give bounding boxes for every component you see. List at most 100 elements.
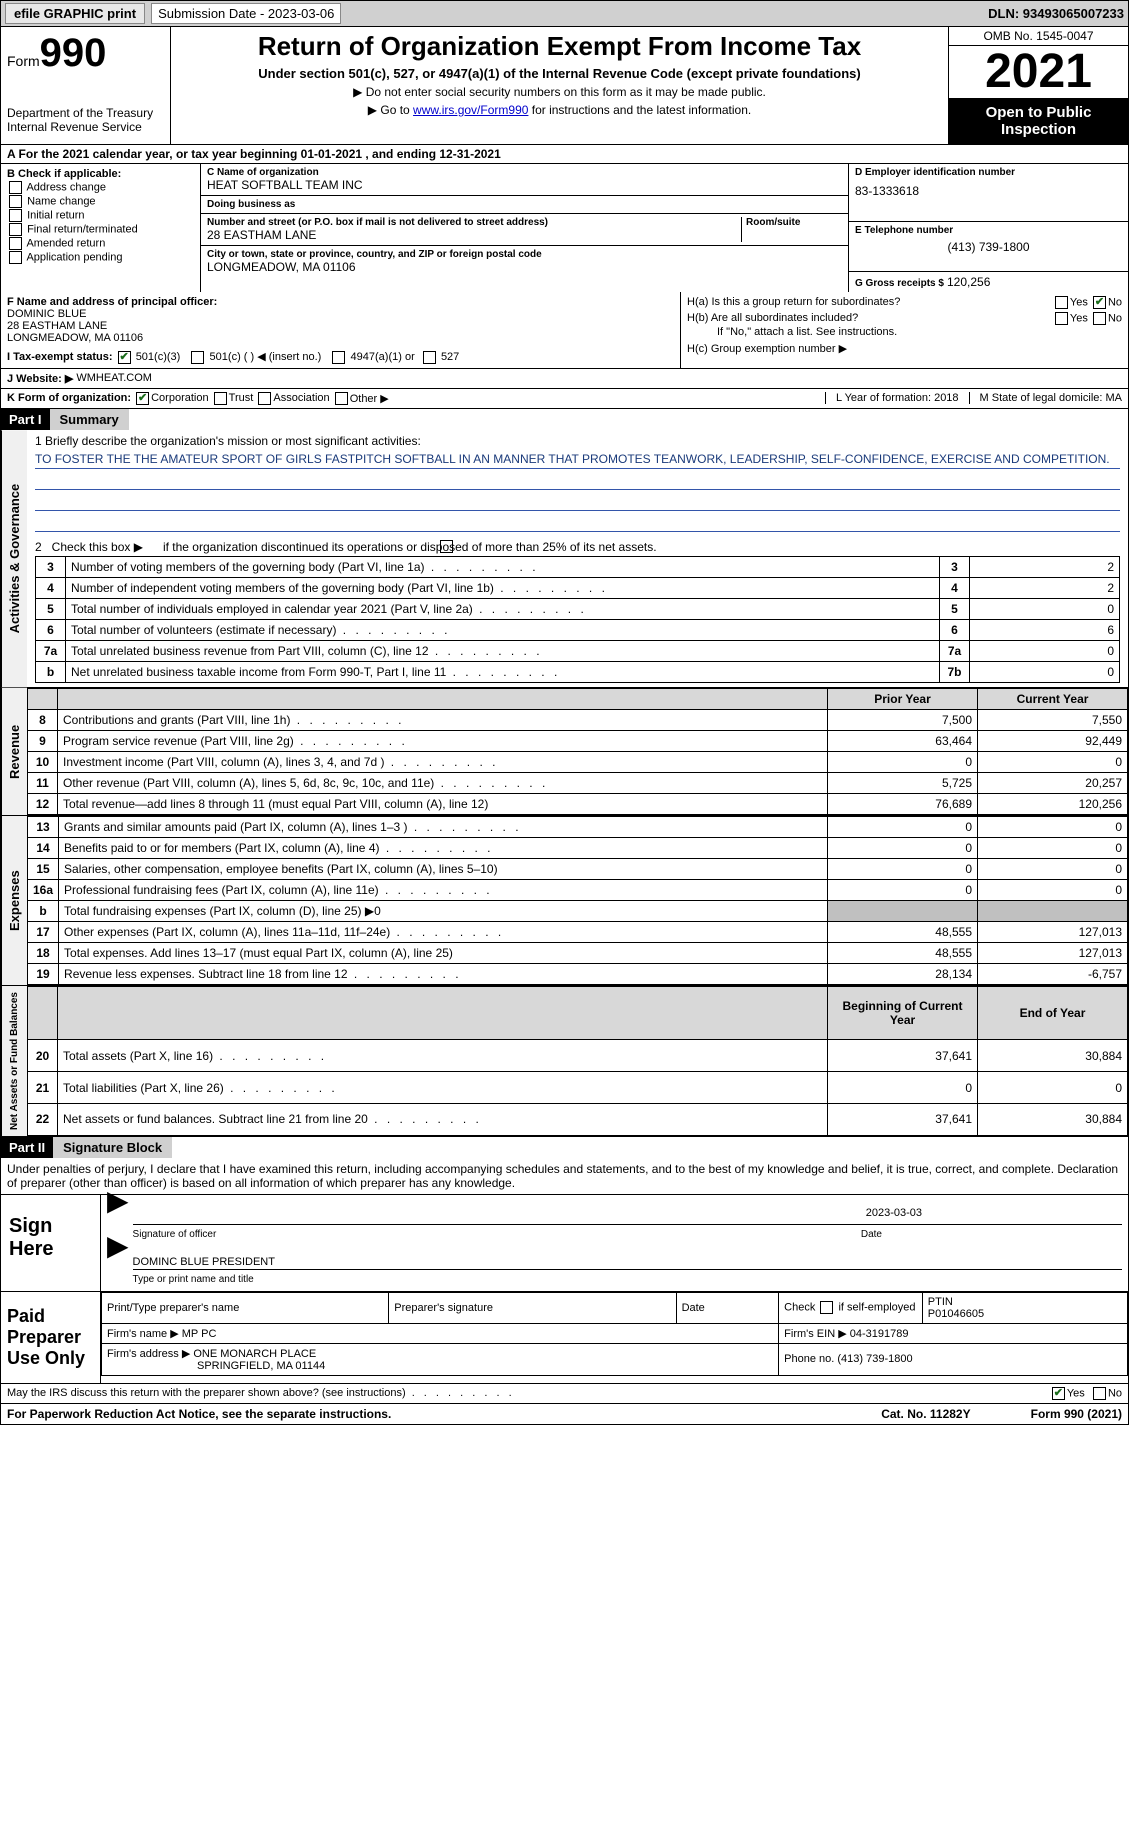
- officer-signature-line[interactable]: 2023-03-03: [133, 1205, 1122, 1225]
- rev10-curr: 0: [978, 751, 1128, 772]
- exp14-text: Benefits paid to or for members (Part IX…: [59, 837, 828, 858]
- arrow-icon-2: ▶: [107, 1246, 129, 1285]
- chk-other[interactable]: [335, 392, 348, 405]
- na21-end: 0: [978, 1072, 1128, 1104]
- officer-addr1: 28 EASTHAM LANE: [7, 320, 674, 332]
- org-name: HEAT SOFTBALL TEAM INC: [207, 178, 842, 192]
- na-hdr: Beginning of Current YearEnd of Year: [28, 986, 1128, 1039]
- part1-title: Summary: [50, 409, 129, 430]
- ag-r7b-num: b: [36, 661, 66, 682]
- efile-print-button[interactable]: efile GRAPHIC print: [5, 3, 145, 24]
- activities-governance: Activities & Governance 1 Briefly descri…: [0, 430, 1129, 688]
- opt-527: 527: [441, 351, 459, 363]
- exp-row-15: 15Salaries, other compensation, employee…: [28, 858, 1128, 879]
- chk-527[interactable]: [423, 351, 436, 364]
- chk-amended-return[interactable]: Amended return: [7, 237, 194, 250]
- chk-final-return[interactable]: Final return/terminated: [7, 223, 194, 236]
- irs-form990-link[interactable]: www.irs.gov/Form990: [413, 103, 528, 117]
- na20-num: 20: [28, 1040, 58, 1072]
- ag-r4-val: 2: [970, 577, 1120, 598]
- discuss-yes-text: Yes: [1067, 1387, 1085, 1399]
- exp19-text: Revenue less expenses. Subtract line 18 …: [59, 963, 828, 984]
- paid-preparer-label: Paid Preparer Use Only: [1, 1292, 101, 1383]
- exp17-num: 17: [28, 921, 59, 942]
- sig-date-val: 2023-03-03: [866, 1207, 922, 1219]
- chk-4947[interactable]: [332, 351, 345, 364]
- rev11-prior: 5,725: [828, 772, 978, 793]
- chk-address-change[interactable]: Address change: [7, 181, 194, 194]
- ag-row-7a: 7aTotal unrelated business revenue from …: [36, 640, 1120, 661]
- exp13-curr: 0: [978, 816, 1128, 837]
- revenue-table: Prior YearCurrent Year 8Contributions an…: [27, 688, 1128, 815]
- goto-note: ▶ Go to www.irs.gov/Form990 for instruct…: [179, 103, 940, 117]
- na20-text: Total assets (Part X, line 16): [58, 1040, 828, 1072]
- form-org-label: K Form of organization:: [7, 392, 131, 404]
- chk-name-change[interactable]: Name change: [7, 195, 194, 208]
- chk-address-text: Address change: [26, 181, 106, 193]
- rev-row-10: 10Investment income (Part VIII, column (…: [28, 751, 1128, 772]
- exp14-curr: 0: [978, 837, 1128, 858]
- chk-501c3[interactable]: [118, 351, 131, 364]
- gross-value: 120,256: [947, 275, 990, 289]
- part2-badge: Part II: [1, 1137, 53, 1158]
- na-row-22: 22Net assets or fund balances. Subtract …: [28, 1103, 1128, 1135]
- rev12-prior: 76,689: [828, 793, 978, 814]
- exp16a-prior: 0: [828, 879, 978, 900]
- chk-initial-return[interactable]: Initial return: [7, 209, 194, 222]
- current-year-hdr: Current Year: [978, 688, 1128, 709]
- exp-row-17: 17Other expenses (Part IX, column (A), l…: [28, 921, 1128, 942]
- ag-r5-text: Total number of individuals employed in …: [66, 598, 940, 619]
- room-cell: Room/suite: [742, 217, 842, 242]
- na22-text: Net assets or fund balances. Subtract li…: [58, 1103, 828, 1135]
- col-c: C Name of organization HEAT SOFTBALL TEA…: [201, 164, 848, 292]
- opt-501c: 501(c) ( ) ◀ (insert no.): [210, 351, 322, 363]
- ag-r4-text: Number of independent voting members of …: [66, 577, 940, 598]
- hb-yes[interactable]: [1055, 312, 1068, 325]
- exp17-text: Other expenses (Part IX, column (A), lin…: [59, 921, 828, 942]
- firm-name-cell: Firm's name ▶ MP PC: [102, 1323, 779, 1343]
- exp13-num: 13: [28, 816, 59, 837]
- firm-addr1: ONE MONARCH PLACE: [193, 1348, 316, 1360]
- ag-row-7b: bNet unrelated business taxable income f…: [36, 661, 1120, 682]
- rev11-curr: 20,257: [978, 772, 1128, 793]
- name-title-val: DOMINC BLUE PRESIDENT: [133, 1256, 275, 1268]
- discuss-no[interactable]: [1093, 1387, 1106, 1400]
- header-left: Form990 Department of the Treasury Inter…: [1, 27, 171, 144]
- sign-here-row: Sign Here ▶ 2023-03-03 Signature of offi…: [1, 1194, 1128, 1291]
- dba-cell: Doing business as: [201, 196, 848, 214]
- chk-trust[interactable]: [214, 392, 227, 405]
- ag-r3-val: 2: [970, 556, 1120, 577]
- col-d: D Employer identification number 83-1333…: [848, 164, 1128, 292]
- preparer-table: Print/Type preparer's name Preparer's si…: [101, 1292, 1128, 1376]
- rev9-prior: 63,464: [828, 730, 978, 751]
- ssn-note: ▶ Do not enter social security numbers o…: [179, 85, 940, 99]
- rev10-text: Investment income (Part VIII, column (A)…: [58, 751, 828, 772]
- discuss-yes[interactable]: [1052, 1387, 1065, 1400]
- addr-value: 28 EASTHAM LANE: [207, 228, 741, 242]
- firm-name-val: MP PC: [182, 1328, 217, 1340]
- paid-preparer-content: Print/Type preparer's name Preparer's si…: [101, 1292, 1128, 1383]
- na22-end: 30,884: [978, 1103, 1128, 1135]
- org-name-cell: C Name of organization HEAT SOFTBALL TEA…: [201, 164, 848, 196]
- chk-amended-text: Amended return: [26, 237, 105, 249]
- chk-assoc[interactable]: [258, 392, 271, 405]
- chk-app-pending[interactable]: Application pending: [7, 251, 194, 264]
- top-bar: efile GRAPHIC print Submission Date - 20…: [0, 0, 1129, 27]
- exp15-prior: 0: [828, 858, 978, 879]
- dba-label: Doing business as: [207, 199, 842, 210]
- exp16a-text: Professional fundraising fees (Part IX, …: [59, 879, 828, 900]
- ag-content: 1 Briefly describe the organization's mi…: [27, 430, 1128, 687]
- chk-corp[interactable]: [136, 392, 149, 405]
- city-cell: City or town, state or province, country…: [201, 246, 848, 277]
- net-assets-table: Beginning of Current YearEnd of Year 20T…: [27, 986, 1128, 1136]
- ein-cell: D Employer identification number 83-1333…: [849, 164, 1128, 222]
- chk-discontinued[interactable]: [440, 540, 453, 553]
- chk-self-employed[interactable]: [820, 1301, 833, 1314]
- rev8-num: 8: [28, 709, 58, 730]
- chk-501c[interactable]: [191, 351, 204, 364]
- ha-no[interactable]: [1093, 296, 1106, 309]
- q2-text: 2 Check this box ▶ if the organization d…: [35, 540, 657, 554]
- ha-yes[interactable]: [1055, 296, 1068, 309]
- ein-value: 83-1333618: [855, 184, 1122, 198]
- hb-no[interactable]: [1093, 312, 1106, 325]
